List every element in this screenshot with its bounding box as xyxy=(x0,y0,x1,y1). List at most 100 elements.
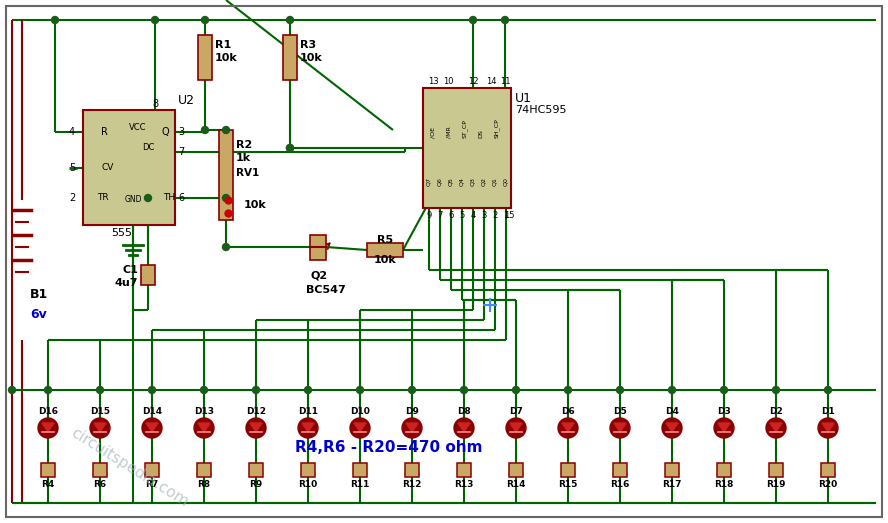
Polygon shape xyxy=(42,423,54,432)
Text: 13: 13 xyxy=(428,77,439,86)
Text: U1: U1 xyxy=(515,92,532,105)
Text: Q1: Q1 xyxy=(493,177,497,186)
Text: 5: 5 xyxy=(459,211,464,221)
Text: Q6: Q6 xyxy=(438,177,442,186)
Text: R3: R3 xyxy=(300,40,316,50)
Circle shape xyxy=(287,144,294,152)
Polygon shape xyxy=(354,423,366,432)
Bar xyxy=(423,88,511,208)
Text: 7: 7 xyxy=(437,211,443,221)
Text: 2: 2 xyxy=(492,211,497,221)
Text: 555: 555 xyxy=(111,228,132,238)
Circle shape xyxy=(287,144,294,152)
Text: R1: R1 xyxy=(215,40,231,50)
Circle shape xyxy=(145,195,152,201)
Bar xyxy=(41,463,55,477)
Circle shape xyxy=(90,418,110,438)
Text: R6: R6 xyxy=(93,480,107,489)
Text: R10: R10 xyxy=(298,480,318,489)
Circle shape xyxy=(565,386,572,393)
Bar xyxy=(310,235,326,260)
Circle shape xyxy=(38,418,58,438)
Text: SH_CP: SH_CP xyxy=(494,118,500,138)
Circle shape xyxy=(766,418,786,438)
Text: 10k: 10k xyxy=(300,53,322,63)
Text: 74HC595: 74HC595 xyxy=(515,105,567,115)
Polygon shape xyxy=(458,423,470,432)
Text: /MR: /MR xyxy=(447,126,451,138)
Circle shape xyxy=(616,386,623,393)
Text: 5: 5 xyxy=(68,163,75,173)
Circle shape xyxy=(662,418,682,438)
Text: 4: 4 xyxy=(471,211,476,221)
Text: Q2: Q2 xyxy=(481,177,487,186)
Circle shape xyxy=(194,418,214,438)
Polygon shape xyxy=(250,423,262,432)
Text: 3: 3 xyxy=(481,211,487,221)
Text: R15: R15 xyxy=(559,480,578,489)
Circle shape xyxy=(824,386,831,393)
Text: D11: D11 xyxy=(298,407,318,416)
Circle shape xyxy=(223,195,229,201)
Circle shape xyxy=(356,386,363,393)
Text: R20: R20 xyxy=(819,480,837,489)
Text: C1: C1 xyxy=(123,265,138,275)
Circle shape xyxy=(502,17,509,24)
Circle shape xyxy=(512,386,519,393)
Circle shape xyxy=(97,386,104,393)
Text: Q5: Q5 xyxy=(448,177,454,186)
Text: D16: D16 xyxy=(38,407,58,416)
Text: R7: R7 xyxy=(146,480,159,489)
Text: CV: CV xyxy=(101,164,114,173)
Text: 14: 14 xyxy=(486,77,496,86)
Bar xyxy=(665,463,679,477)
Text: circuitspedia.com: circuitspedia.com xyxy=(68,426,191,510)
Bar xyxy=(198,35,212,80)
Bar xyxy=(283,35,297,80)
Bar xyxy=(561,463,575,477)
Text: 4u7: 4u7 xyxy=(115,278,138,288)
Bar xyxy=(353,463,367,477)
Text: DC: DC xyxy=(142,143,155,153)
Circle shape xyxy=(408,386,416,393)
Text: BC547: BC547 xyxy=(306,285,345,295)
Text: D1: D1 xyxy=(821,407,835,416)
Circle shape xyxy=(350,418,370,438)
Polygon shape xyxy=(770,423,782,432)
Text: RV1: RV1 xyxy=(236,168,259,178)
Circle shape xyxy=(773,386,780,393)
Polygon shape xyxy=(614,423,626,432)
Bar xyxy=(141,265,155,285)
Circle shape xyxy=(142,418,162,438)
Circle shape xyxy=(720,386,727,393)
Text: R2: R2 xyxy=(236,140,252,150)
Bar xyxy=(93,463,107,477)
Bar xyxy=(197,463,211,477)
Bar xyxy=(457,463,471,477)
Circle shape xyxy=(470,17,477,24)
Text: D10: D10 xyxy=(350,407,370,416)
Polygon shape xyxy=(94,423,106,432)
Circle shape xyxy=(610,418,630,438)
Text: D5: D5 xyxy=(613,407,627,416)
Text: D8: D8 xyxy=(457,407,471,416)
Text: 2: 2 xyxy=(68,193,75,203)
Text: 1k: 1k xyxy=(236,153,251,163)
Polygon shape xyxy=(302,423,314,432)
Circle shape xyxy=(52,17,59,24)
Text: 10k: 10k xyxy=(374,255,396,265)
Text: 10k: 10k xyxy=(215,53,238,63)
Circle shape xyxy=(461,386,467,393)
Text: Q0: Q0 xyxy=(503,177,509,186)
Text: 8: 8 xyxy=(152,99,158,109)
Circle shape xyxy=(669,386,676,393)
Text: Q: Q xyxy=(161,127,169,137)
Text: ST_CP: ST_CP xyxy=(462,119,468,138)
Text: 6v: 6v xyxy=(30,309,47,322)
Text: D7: D7 xyxy=(509,407,523,416)
Text: /OE: /OE xyxy=(431,127,435,138)
Text: R5: R5 xyxy=(377,235,393,245)
Circle shape xyxy=(558,418,578,438)
Bar xyxy=(821,463,835,477)
Text: 12: 12 xyxy=(468,77,479,86)
